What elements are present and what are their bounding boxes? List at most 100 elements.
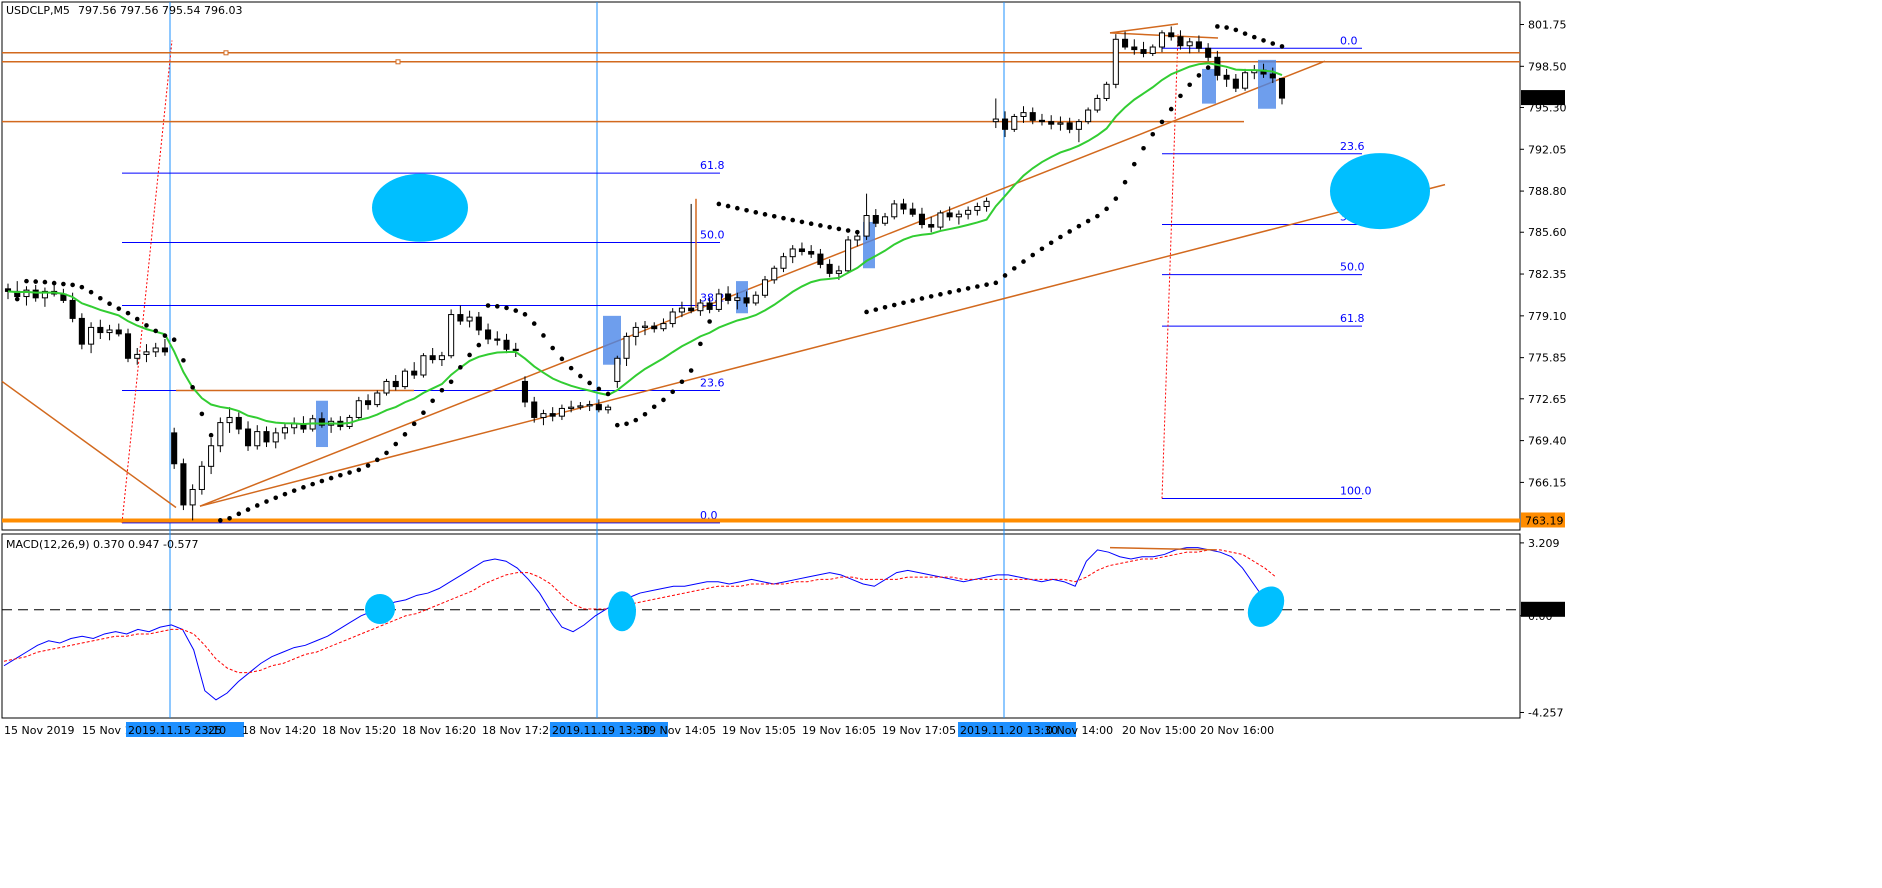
horizontal-levels[interactable] — [2, 50, 1520, 523]
candle-body — [374, 392, 381, 406]
sar-dot — [476, 342, 482, 348]
time-tick-label: 18 Nov 15:20 — [322, 724, 396, 737]
highlight-box — [736, 281, 748, 314]
candle-body — [900, 203, 907, 210]
sar-dot — [1030, 252, 1036, 258]
sar-dot — [1178, 93, 1183, 99]
candle-body — [23, 289, 30, 298]
sar-dot — [1205, 65, 1211, 70]
sar-dot — [1261, 38, 1266, 43]
highlight-box — [1202, 68, 1216, 104]
sar-dot — [679, 379, 685, 385]
price-tick-label: 785.60 — [1528, 226, 1567, 239]
candle-body — [955, 213, 962, 218]
candle-body — [143, 351, 150, 355]
price-tick-label: 769.40 — [1528, 435, 1567, 448]
fib-trend-line — [121, 40, 173, 523]
candle-body — [466, 316, 473, 322]
sar-dot — [421, 410, 426, 416]
time-tick-label: 19 Nov 14:05 — [642, 724, 716, 737]
candle-body — [217, 422, 224, 447]
candle-body — [1205, 47, 1212, 58]
sar-dot — [79, 284, 85, 290]
candle-body — [752, 294, 759, 304]
sar-dot — [568, 365, 574, 371]
sar-dot — [855, 229, 860, 235]
sar-dot — [51, 280, 57, 286]
fib-level-label: 23.6 — [1340, 140, 1365, 153]
candle-body — [771, 267, 778, 281]
sar-dot — [61, 281, 66, 287]
candle-body — [208, 445, 215, 467]
candle-body — [909, 208, 916, 215]
sar-dot — [956, 288, 962, 293]
candle-body — [355, 400, 362, 418]
sar-dot — [1233, 27, 1239, 33]
candle-body — [577, 405, 584, 408]
sar-dot — [605, 391, 611, 397]
candle-body — [1149, 46, 1156, 54]
symbol-header: USDCLP,M5 — [6, 4, 70, 17]
sar-dot — [411, 421, 417, 427]
sar-dot — [975, 284, 980, 289]
sar-dot — [965, 286, 971, 291]
candle-body — [457, 314, 464, 322]
candle-body — [281, 427, 288, 434]
candle-body — [1214, 56, 1221, 76]
sar-dot — [1224, 25, 1229, 30]
sar-dot — [393, 441, 399, 447]
parabolic-sar — [14, 24, 1285, 523]
sar-dot — [458, 365, 463, 370]
candle-body — [992, 118, 999, 123]
highlight-box — [1258, 59, 1276, 109]
price-tick-label: 792.05 — [1528, 143, 1567, 156]
level-price-box — [1521, 512, 1565, 528]
highlight-boxes[interactable] — [316, 59, 1276, 448]
price-tick-label: 775.85 — [1528, 352, 1567, 365]
sar-dot — [1187, 82, 1192, 88]
candle-body — [1075, 121, 1082, 130]
candle-body — [928, 224, 935, 228]
candle-body — [669, 311, 676, 325]
sar-dot — [190, 385, 195, 390]
candle-body — [41, 290, 48, 299]
sar-dot — [836, 226, 842, 232]
candle-body — [632, 326, 639, 337]
fib-level-label: 0.0 — [1340, 34, 1358, 47]
sar-dot — [1021, 259, 1026, 264]
highlight-ellipse — [1330, 153, 1430, 230]
sar-dot — [688, 368, 694, 373]
candle-body — [1057, 122, 1064, 125]
fib-level-label: 50.0 — [700, 229, 725, 242]
sar-dot — [818, 223, 823, 228]
fib-level-label: 50.0 — [1340, 261, 1365, 274]
candle-body — [614, 357, 621, 382]
sar-dot — [541, 333, 546, 338]
sar-dot — [1279, 44, 1285, 49]
sar-dot — [282, 491, 288, 497]
candle-body — [1168, 32, 1175, 38]
period-separators — [169, 2, 1005, 718]
candle-body — [623, 335, 630, 359]
sar-dot — [725, 203, 731, 209]
sar-dot — [245, 507, 251, 512]
candle-body — [881, 216, 889, 224]
candle-body — [254, 431, 261, 447]
candle-body — [485, 329, 492, 340]
macd-tick-label: -4.257 — [1528, 706, 1563, 719]
sar-dot — [651, 404, 657, 410]
highlight-ellipses[interactable] — [372, 153, 1430, 242]
macd-highlight-ellipse — [608, 591, 636, 632]
sar-dot — [199, 411, 205, 417]
sar-dot — [301, 485, 306, 490]
macd-trend-line — [1109, 546, 1217, 551]
candle-body — [660, 323, 667, 330]
sar-dot — [1252, 34, 1257, 40]
sar-dot — [42, 279, 48, 285]
signal-line — [3, 549, 1277, 674]
candle-body — [1131, 46, 1138, 51]
sar-dot — [781, 215, 786, 221]
sar-dot — [107, 301, 112, 307]
candle-body — [937, 212, 944, 228]
